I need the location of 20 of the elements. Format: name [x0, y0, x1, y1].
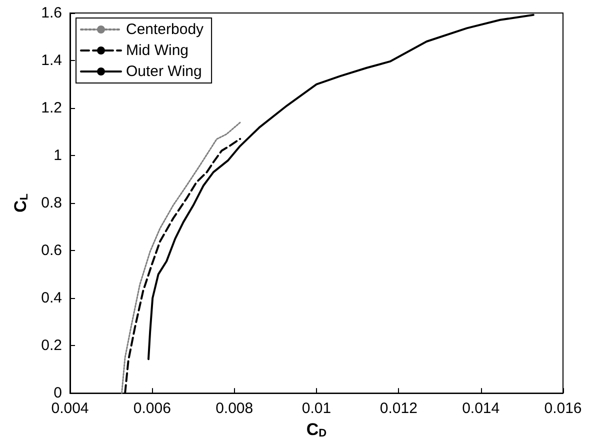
x-tick-label: 0.016 — [544, 400, 582, 418]
y-tick-label: 1.4 — [41, 52, 62, 70]
x-tick-label: 0.006 — [133, 400, 171, 418]
y-tick-label: 0.2 — [41, 337, 62, 354]
y-tick-label: 1.6 — [41, 4, 62, 22]
y-axis-title: CL — [11, 193, 30, 213]
y-tick-label: 0.4 — [41, 290, 62, 307]
x-tick-label: 0.01 — [302, 400, 332, 418]
y-tick-label: 1.2 — [41, 100, 62, 117]
legend-label: Mid Wing — [126, 42, 189, 59]
y-tick-label: 0.8 — [41, 194, 62, 212]
legend-label: Outer Wing — [126, 63, 202, 80]
x-tick-label: 0.014 — [462, 400, 500, 418]
legend-label: Centerbody — [126, 21, 204, 38]
y-tick-label: 0 — [54, 384, 62, 402]
y-tick-label: 0.6 — [41, 242, 62, 260]
x-tick-label: 0.012 — [380, 400, 418, 418]
y-tick-label: 1 — [54, 147, 62, 164]
x-tick-label: 0.004 — [51, 400, 89, 418]
x-tick-label: 0.008 — [216, 400, 254, 418]
